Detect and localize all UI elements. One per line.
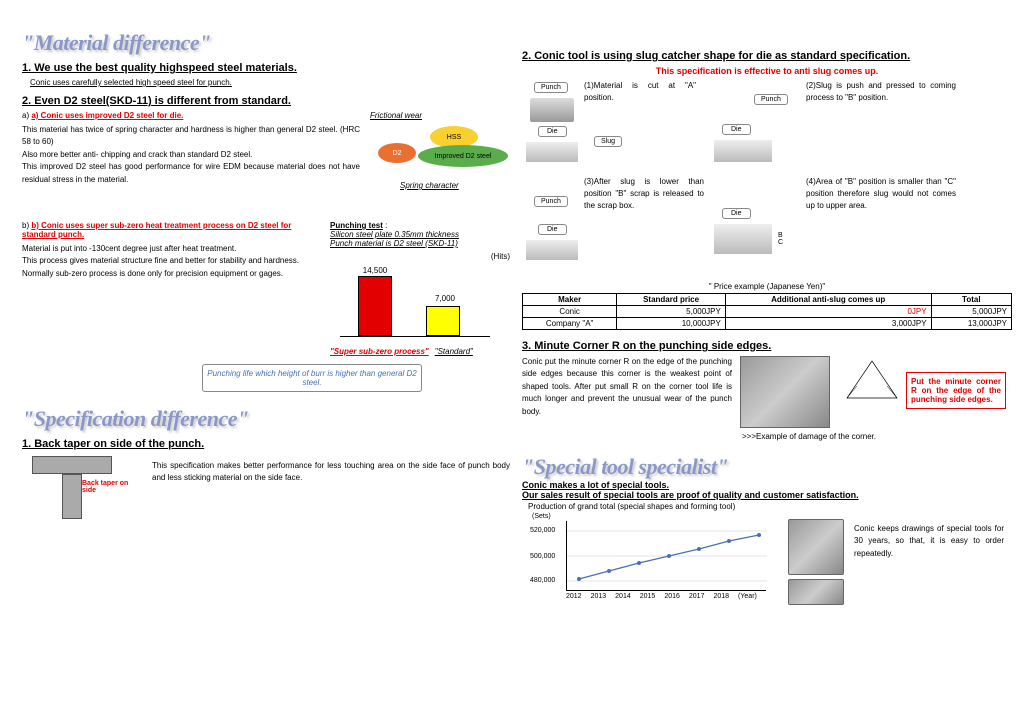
damage-photo: [740, 356, 830, 428]
y1: 520,000: [530, 527, 555, 534]
r1c3: 0JPY: [725, 306, 931, 318]
r-h3: 3. Minute Corner R on the punching side …: [522, 340, 1012, 352]
th-maker: Maker: [523, 294, 617, 306]
th-add: Additional anti-slug comes up: [725, 294, 931, 306]
bar2-lbl: "Standard": [435, 347, 473, 356]
y3: 480,000: [530, 577, 555, 584]
punch-shape: Back taper on side: [22, 456, 142, 526]
line-chart: [566, 521, 766, 591]
bar1-val: 14,500: [350, 266, 400, 275]
a-body: This material has twice of spring charac…: [22, 124, 360, 186]
die4: Die: [722, 208, 751, 219]
spec1-body: This specification makes better performa…: [152, 460, 510, 526]
st1: Conic makes a lot of special tools.: [522, 480, 1012, 490]
years-row: 201220132014 201520162017 2018(Year): [566, 593, 776, 600]
b-label-text: b) Conic uses super sub-zero heat treatm…: [22, 221, 291, 239]
bar2-val: 7,000: [420, 294, 470, 303]
punch2: Punch: [754, 94, 788, 105]
spec1: 1. Back taper on side of the punch.: [22, 438, 510, 450]
triangle-diagram: [842, 356, 902, 404]
punching-test-box: Punching test : Silicon steel plate 0.35…: [330, 221, 510, 356]
price-title: " Price example (Japanese Yen)": [522, 282, 1012, 291]
r2c2: 10,000JPY: [617, 318, 726, 330]
bar1: [358, 276, 392, 336]
left-column: "Material difference" 1. We use the best…: [22, 0, 510, 526]
bar2: [426, 306, 460, 336]
line-chart-section: (Sets) 520,000 500,000 480,000 201220132…: [522, 513, 1012, 608]
bar-chart: (Hits) 14,500 7,000: [330, 252, 510, 347]
d2-oval: D2: [378, 143, 416, 163]
right-column: 2. Conic tool is using slug catcher shap…: [522, 0, 1012, 608]
corner-note: Put the minute corner R on the edge of t…: [906, 372, 1006, 409]
punch1: Punch: [534, 82, 568, 93]
slug-diagrams: Punch Die (1)Material is cut at "A" posi…: [522, 80, 1012, 280]
tool-photo1: [788, 519, 844, 575]
h1: 1. We use the best quality highspeed ste…: [22, 62, 510, 74]
bc-labels: BC: [778, 232, 783, 246]
th-tot: Total: [931, 294, 1011, 306]
r2c3: 3,000JPY: [725, 318, 931, 330]
h3-body: Conic put the minute corner R on the edg…: [522, 356, 732, 418]
die3: Die: [538, 224, 567, 235]
price-table: Maker Standard price Additional anti-slu…: [522, 293, 1012, 330]
r1c4: 5,000JPY: [931, 306, 1011, 318]
st2: Our sales result of special tools are pr…: [522, 490, 1012, 500]
r1c1: Conic: [523, 306, 617, 318]
h2: 2. Even D2 steel(SKD-11) is different fr…: [22, 95, 510, 107]
die1: Die: [538, 126, 567, 137]
impd2-oval: Improved D2 steel: [418, 145, 508, 167]
tool-photo2: [788, 579, 844, 605]
b-body: Material is put into -130cent degree jus…: [22, 243, 320, 280]
note-box: Punching life which height of burr is hi…: [202, 364, 422, 392]
damage-txt: >>>Example of damage of the corner.: [742, 432, 876, 441]
title-special-tool: "Special tool specialist": [522, 454, 1012, 480]
d4-txt: (4)Area of "B" position is smaller than …: [806, 176, 956, 212]
d1-txt: (1)Material is cut at "A" position.: [584, 80, 696, 104]
prod: Production of grand total (special shape…: [528, 502, 1012, 511]
r1c2: 5,000JPY: [617, 306, 726, 318]
hits-label: (Hits): [330, 252, 510, 261]
frictional-label: Frictional wear: [370, 111, 510, 120]
r2c1: Company "A": [523, 318, 617, 330]
slug-lbl: Slug: [594, 136, 622, 147]
pt-1: Silicon steel plate 0.35mm thickness: [330, 230, 510, 239]
a-label-text: a) Conic uses improved D2 steel for die.: [31, 111, 183, 120]
title-spec-diff: "Specification difference": [22, 406, 510, 432]
sets-label: (Sets): [532, 513, 551, 520]
back-taper-label: Back taper on side: [82, 480, 142, 494]
bar1-lbl: "Super sub-zero process": [330, 347, 429, 356]
keep-txt: Conic keeps drawings of special tools fo…: [854, 523, 1004, 560]
r-h2-red: This specification is effective to anti …: [522, 66, 1012, 76]
r2c4: 13,000JPY: [931, 318, 1011, 330]
h1-sub: Conic uses carefully selected high speed…: [30, 78, 510, 87]
pt-title: Punching test :: [330, 221, 510, 230]
b-label: b) b) Conic uses super sub-zero heat tre…: [22, 221, 320, 239]
y2: 500,000: [530, 553, 555, 560]
d3-txt: (3)After slug is lower than position "B"…: [584, 176, 704, 212]
a-label: a) a) Conic uses improved D2 steel for d…: [22, 111, 360, 120]
r-h2: 2. Conic tool is using slug catcher shap…: [522, 50, 1012, 62]
die2: Die: [722, 124, 751, 135]
corner-r-section: Conic put the minute corner R on the edg…: [522, 356, 1012, 448]
pt-2: Punch material is D2 steel (SKD-11): [330, 239, 510, 248]
d2-txt: (2)Slug is push and pressed to coming pr…: [806, 80, 956, 104]
title-material-diff: "Material difference": [22, 30, 510, 56]
th-std: Standard price: [617, 294, 726, 306]
oval-diagram: Frictional wear HSS D2 Improved D2 steel…: [370, 111, 510, 211]
punch3: Punch: [534, 196, 568, 207]
spring-label: Spring character: [400, 181, 459, 190]
